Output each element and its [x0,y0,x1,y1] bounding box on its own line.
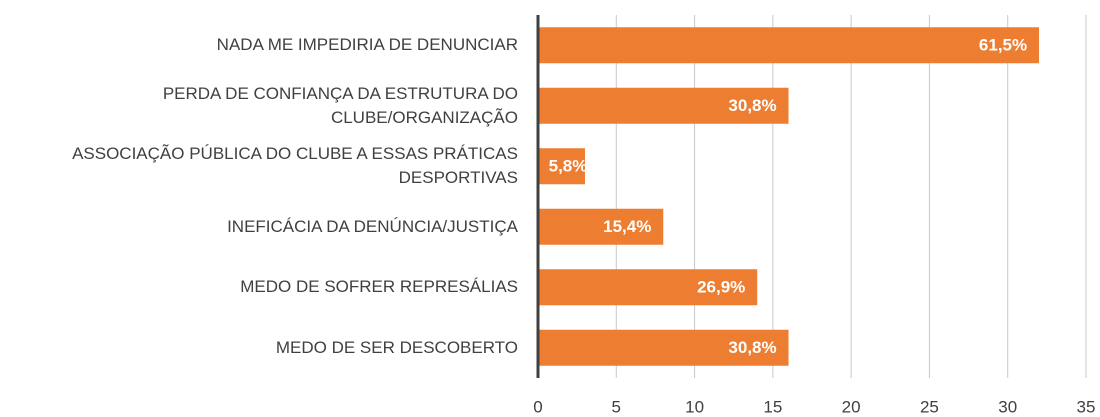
bar [538,27,1040,64]
y-tick-label: INEFICÁCIA DA DENÚNCIA/JUSTIÇA [227,216,518,236]
x-tick-label: 35 [1077,397,1096,416]
y-tick-label: PERDA DE CONFIANÇA DA ESTRUTURA DO CLUBE… [162,83,518,127]
x-tick-label: 25 [920,397,939,416]
x-tick-label: 20 [842,397,861,416]
bar [538,148,585,185]
data-label: 26,9% [697,278,745,297]
bar [538,269,758,306]
x-tick-label: 15 [763,397,782,416]
data-label: 61,5% [979,36,1027,55]
data-label: 30,8% [728,96,776,115]
y-tick-label: NADA ME IMPEDIRIA DE DENUNCIAR [216,35,518,55]
data-label: 15,4% [603,217,651,236]
x-tick-label: 0 [533,397,542,416]
bar [538,87,789,124]
data-label: 5,8% [549,157,588,176]
y-tick-label: MEDO DE SER DESCOBERTO [275,337,518,357]
x-tick-label: 5 [612,397,621,416]
y-tick-label: MEDO DE SOFRER REPRESÁLIAS [240,277,518,297]
x-tick-label: 10 [685,397,704,416]
bar [538,329,789,366]
data-label: 30,8% [728,338,776,357]
y-tick-label: ASSOCIAÇÃO PÚBLICA DO CLUBE A ESSAS PRÁT… [72,144,518,188]
bar [538,208,664,245]
x-tick-label: 30 [998,397,1017,416]
